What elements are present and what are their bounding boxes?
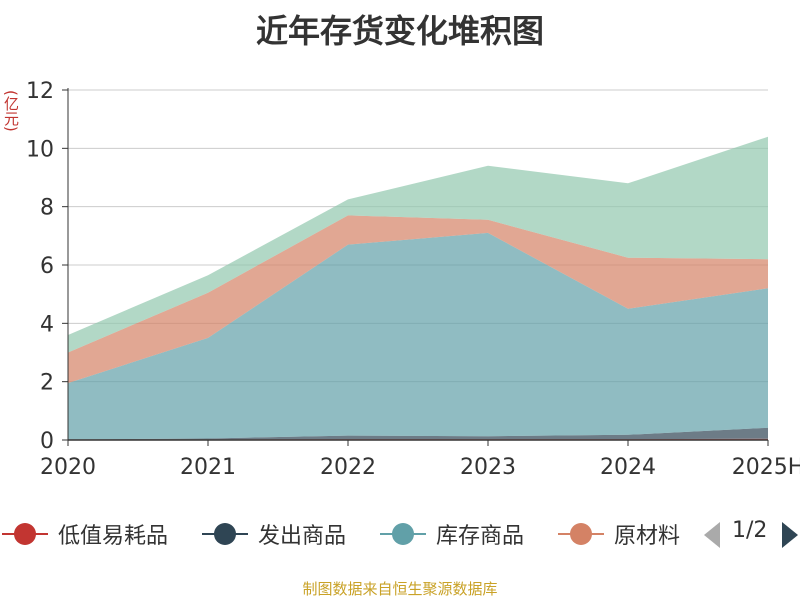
legend-label: 低值易耗品: [58, 524, 169, 549]
legend-label: 原材料: [614, 524, 681, 549]
pager-page-indicator: 1/2: [732, 518, 768, 543]
x-tick-label: 2022: [320, 455, 376, 480]
y-tick-label: 2: [40, 371, 54, 396]
x-tick-label: 2023: [460, 455, 516, 480]
legend-marker-icon: [202, 522, 248, 546]
chart-title: 近年存货变化堆积图: [255, 12, 544, 50]
legend-item-goods-shipped[interactable]: 发出商品: [202, 512, 346, 556]
legend-item-inventory-goods[interactable]: 库存商品: [380, 512, 524, 556]
area-series-4: [68, 215, 768, 384]
legend-dot: [14, 523, 36, 545]
legend-pager: 1/2: [700, 512, 800, 556]
pager-next-arrow-icon[interactable]: [782, 522, 798, 548]
legend-dot: [214, 523, 236, 545]
legend-marker-icon: [558, 522, 604, 546]
y-tick-label: 10: [26, 137, 54, 162]
legend-marker-icon: [2, 522, 48, 546]
area-series-5: [68, 136, 768, 353]
legend-item-low-value-consumables[interactable]: 低值易耗品: [2, 512, 168, 556]
legend-label: 发出商品: [258, 524, 347, 549]
y-axis-unit-label: (亿元): [2, 90, 20, 132]
pager-prev-arrow-icon[interactable]: [704, 522, 720, 548]
y-tick-label: 0: [40, 429, 54, 454]
y-tick-label: 4: [40, 312, 54, 337]
x-tick-label: 2024: [600, 455, 656, 480]
axes: 0 2 4 6 8 10 12 2020 2021 2022 2023 2024 2025H: [26, 79, 800, 480]
area-series-3: [68, 232, 768, 440]
x-tick-label: 2025H: [732, 455, 800, 480]
legend-marker-icon: [380, 522, 426, 546]
data-source-note: 制图数据来自恒生聚源数据库: [302, 580, 498, 598]
x-tick-label: 2020: [40, 455, 96, 480]
y-tick-label: 8: [40, 196, 54, 221]
legend-item-raw-materials[interactable]: 原材料: [558, 512, 682, 556]
legend: 低值易耗品 发出商品 库存商品 原材料: [0, 512, 800, 556]
legend-label: 库存商品: [436, 524, 525, 549]
area-series-2: [68, 427, 768, 440]
legend-dot: [570, 523, 592, 545]
x-tick-label: 2021: [180, 455, 236, 480]
legend-dot: [392, 523, 414, 545]
y-tick-label: 12: [26, 79, 54, 104]
y-tick-label: 6: [40, 254, 54, 279]
area-series: [68, 136, 768, 440]
